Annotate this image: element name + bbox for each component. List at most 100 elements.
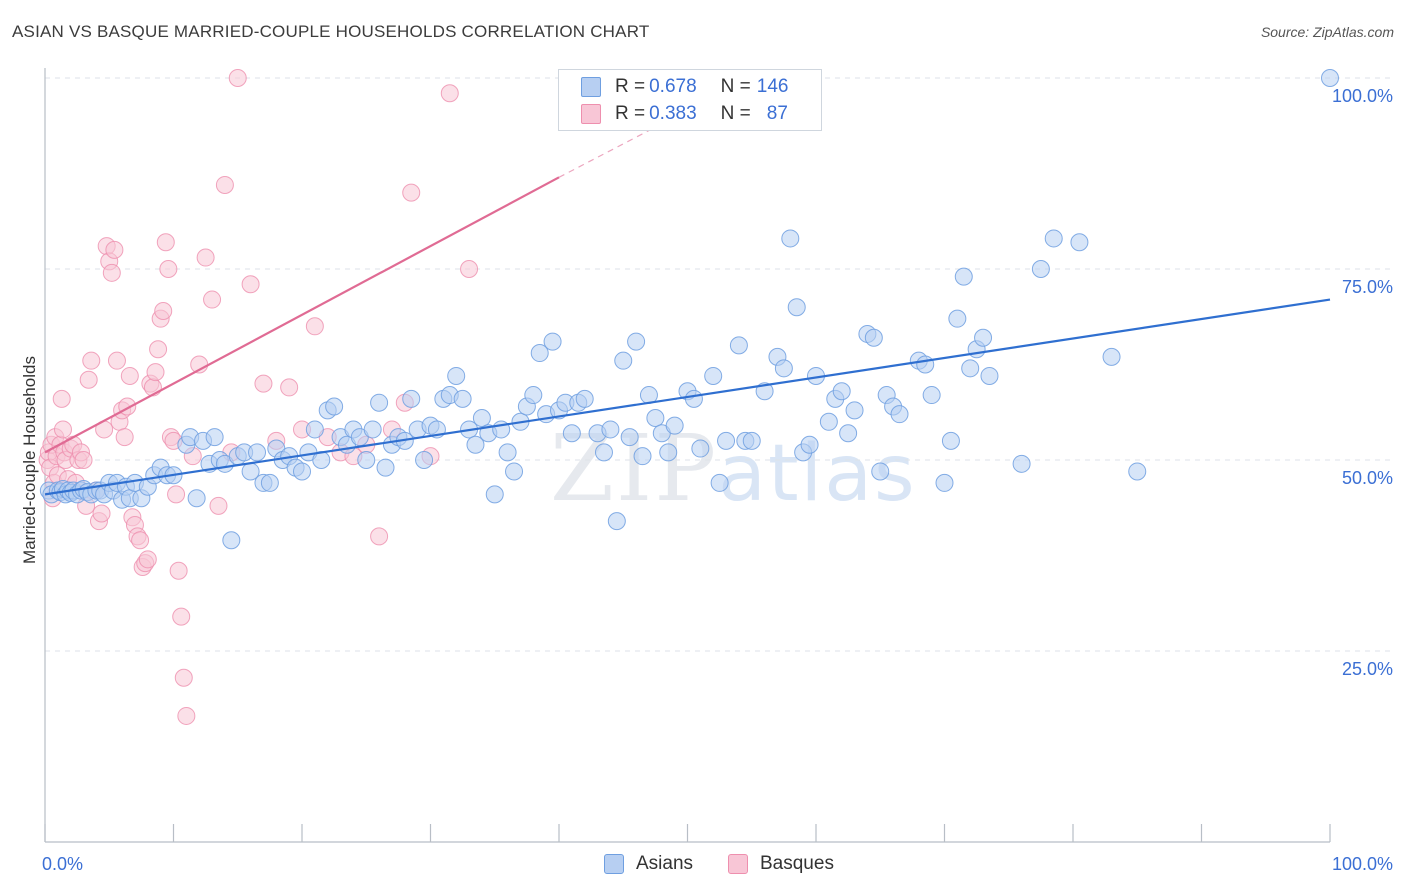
bottom-legend-asians: Asians [604,853,693,875]
asian-point [402,389,421,408]
asian-point [370,393,389,412]
basque-point [149,340,168,359]
basque-point [254,374,273,393]
bottom-legend-basques: Basques [728,853,834,875]
asian-point [742,431,761,450]
asian-point [948,309,967,328]
asian-point [620,428,639,447]
asian-point [498,443,517,462]
basque-point [196,248,215,267]
basque-n-value: 87 [766,103,788,124]
asian-point [415,451,434,469]
basque-point [370,527,389,546]
asian-point [1128,462,1147,481]
asian-r-label: R = [615,76,646,97]
basque-point [52,389,71,408]
basque-point [53,420,72,439]
asian-point [774,359,793,378]
basque-point [146,363,165,382]
asian-point [890,405,909,424]
asian-point [665,416,684,435]
trendlines [44,123,1331,496]
basque-point [460,260,479,278]
asian-point [684,389,703,408]
asian-point [325,397,344,416]
basque-point [280,378,299,397]
y-tick-label: 25.0% [1342,659,1393,679]
basque-point [131,531,150,550]
asian-point [594,443,613,462]
basques-legend-label: Basques [760,853,834,874]
basque-point [241,275,260,294]
basques-legend-swatch [728,854,748,874]
gridlines [45,77,1392,652]
asian-n-label: N = [720,76,751,97]
asian-point [1070,233,1089,252]
asian-point [187,489,206,508]
asian-point [222,531,241,550]
y-axis-title: Married-couple Households [20,356,39,564]
asian-point [607,512,626,531]
basque-point [115,428,134,447]
basque-point [138,550,157,569]
basque-point [177,706,196,725]
asians-legend-swatch [604,854,624,874]
x-tick-label-min: 0.0% [42,854,83,874]
asian-point [614,351,633,370]
asian-point [1102,347,1121,366]
asian-point [787,298,806,317]
asian-point [916,355,935,374]
source-credit: Source: ZipAtlas.com [1260,24,1394,40]
asian-point [505,462,524,481]
asian-point [248,443,267,462]
basque-point [228,69,247,87]
asian-point [839,424,858,443]
x-tick-label-max: 100.0% [1332,854,1393,874]
basque-point [102,263,121,282]
asian-point [530,344,549,363]
asian-point [941,431,960,450]
basque-point [74,451,93,469]
asian-point [710,473,729,492]
basque-point [120,366,139,385]
asian-point [729,336,748,355]
asian-point [205,428,224,447]
asian-point [260,473,279,492]
asian-point [293,462,311,481]
asian-point [575,389,594,408]
basque-point [203,290,222,309]
asian-trendline [44,298,1331,496]
basque-point [174,668,193,687]
asian-point [819,412,838,431]
basque-point [402,183,421,202]
basque-point [154,302,173,321]
asian-point [845,401,864,420]
asian-point [543,332,562,351]
asian-point [1031,260,1050,278]
asian-point [485,485,504,504]
asian-point [447,366,466,385]
asian-n-value: 146 [756,76,789,97]
basque-point [82,351,101,370]
asians-legend-label: Asians [636,853,694,874]
asian-point [691,439,710,458]
asian-point [524,386,543,405]
asian-point [864,328,883,347]
basque-point [159,260,178,278]
asian-point [704,366,723,385]
asian-point [935,473,954,492]
asian-point [466,435,485,454]
asian-point [871,462,890,481]
legend-row-basque: R = 0.383 N = 87 [581,103,788,125]
basque-point [92,504,111,523]
y-tick-label: 75.0% [1342,277,1393,297]
asian-point [305,420,324,439]
asian-point [646,408,665,427]
asian-point [922,386,941,405]
basque-trendline [44,176,560,454]
chart-title: ASIAN VS BASQUE MARRIED-COUPLE HOUSEHOLD… [12,22,650,41]
asian-point [717,431,736,450]
asian-point [363,420,382,439]
basque-point [169,561,188,580]
